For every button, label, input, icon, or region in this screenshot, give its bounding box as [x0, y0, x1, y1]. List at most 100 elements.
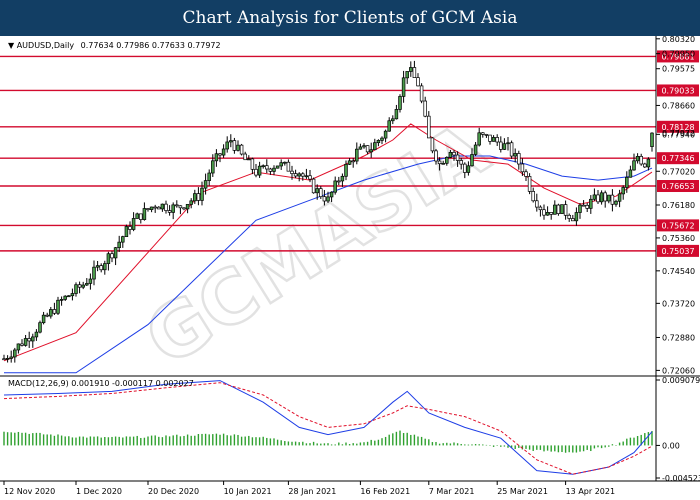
candle-body — [279, 162, 283, 167]
candle-body — [88, 278, 93, 284]
page-title: Chart Analysis for Clients of GCM Asia — [0, 0, 700, 36]
macd-histogram-bar — [89, 436, 92, 446]
candle-body — [178, 205, 183, 209]
candle — [131, 212, 136, 232]
macd-histogram-bar — [280, 440, 282, 446]
candle — [502, 138, 507, 151]
x-tick-label: 7 Mar 2021 — [429, 487, 475, 496]
candle-body — [473, 144, 478, 155]
macd-histogram-bar — [276, 439, 279, 446]
candle — [333, 176, 337, 195]
macd-histogram-bar — [32, 433, 34, 446]
ma-line-red — [3, 123, 653, 362]
candle-body — [70, 293, 75, 297]
candle-body — [355, 148, 359, 162]
candle — [27, 331, 31, 348]
candle-body — [243, 153, 247, 161]
candle-body — [207, 172, 211, 181]
candle — [430, 137, 435, 154]
candle — [553, 200, 557, 215]
macd-histogram-bar — [478, 444, 480, 446]
macd-histogram-bar — [240, 436, 243, 446]
candle — [448, 149, 453, 159]
macd-histogram-bar — [528, 445, 531, 450]
candle-body — [182, 207, 186, 210]
candle — [70, 288, 75, 301]
candle — [646, 157, 651, 171]
macd-histogram-bar — [334, 444, 336, 446]
x-tick-label: 12 Nov 2020 — [4, 487, 55, 496]
candle-body — [542, 209, 546, 216]
macd-histogram-bar — [507, 445, 509, 448]
candle-body — [124, 226, 129, 238]
candle — [520, 158, 525, 176]
candle-body — [340, 175, 345, 182]
candle — [247, 155, 251, 161]
macd-histogram-bar — [453, 442, 455, 446]
level-tag-label: 0.79033 — [661, 86, 694, 95]
candle — [365, 145, 370, 155]
candle — [85, 278, 89, 286]
ohlc-values: 0.77634 0.77986 0.77633 0.77972 — [81, 41, 221, 50]
candle — [578, 202, 582, 219]
macd-histogram-bar — [136, 435, 138, 446]
candle — [41, 311, 46, 325]
macd-histogram-bar — [330, 444, 333, 446]
candle-body — [344, 163, 348, 177]
candle-body — [232, 140, 237, 151]
candle — [135, 212, 139, 219]
macd-histogram-bar — [341, 444, 344, 446]
candle — [473, 141, 478, 157]
candle — [99, 263, 103, 273]
candle — [189, 198, 193, 209]
candle — [322, 190, 327, 206]
macd-histogram-bar — [68, 436, 70, 446]
candle-body — [578, 204, 582, 213]
candle — [517, 150, 521, 170]
y-tick-label: 0.79950 — [662, 50, 695, 59]
candle-body — [625, 176, 629, 188]
macd-histogram-bar — [104, 437, 106, 446]
candle-body — [401, 77, 406, 97]
macd-histogram-bar — [100, 437, 102, 446]
candle-body — [268, 168, 273, 172]
candle-body — [589, 198, 593, 209]
candle-body — [632, 160, 636, 171]
macd-histogram-bar — [10, 432, 12, 446]
candle-body — [265, 165, 269, 170]
candle-body — [261, 165, 265, 168]
macd-histogram-bar — [564, 445, 567, 453]
candle-body — [574, 212, 579, 222]
candle-body — [373, 142, 377, 151]
macd-histogram-bar — [147, 436, 149, 446]
candle — [441, 160, 445, 165]
candle-body — [499, 141, 503, 150]
level-tag-label: 0.75672 — [661, 221, 694, 230]
candle-body — [463, 163, 467, 173]
candle — [416, 73, 420, 87]
macd-histogram-bar — [266, 437, 268, 446]
candle — [31, 333, 35, 348]
candle — [628, 165, 633, 178]
y-tick-label: 0.76180 — [662, 201, 695, 210]
macd-histogram-bar — [431, 442, 434, 446]
macd-histogram-bar — [485, 444, 488, 446]
candle-body — [311, 178, 316, 194]
candle — [560, 204, 564, 214]
macd-histogram-bar — [352, 443, 354, 446]
macd-histogram-bar — [626, 438, 628, 446]
candle — [455, 151, 460, 167]
candle — [254, 163, 258, 178]
candle-body — [488, 134, 492, 142]
macd-histogram-bar — [190, 435, 192, 446]
candle-body — [308, 175, 312, 180]
macd-histogram-bar — [273, 438, 275, 446]
candle — [643, 162, 647, 169]
candle-body — [31, 336, 35, 342]
candle — [376, 139, 381, 147]
macd-histogram-bar — [435, 441, 437, 446]
candle — [614, 199, 618, 207]
candle — [592, 188, 597, 201]
macd-histogram-bar — [503, 445, 506, 447]
macd-histogram-bar — [366, 441, 369, 446]
